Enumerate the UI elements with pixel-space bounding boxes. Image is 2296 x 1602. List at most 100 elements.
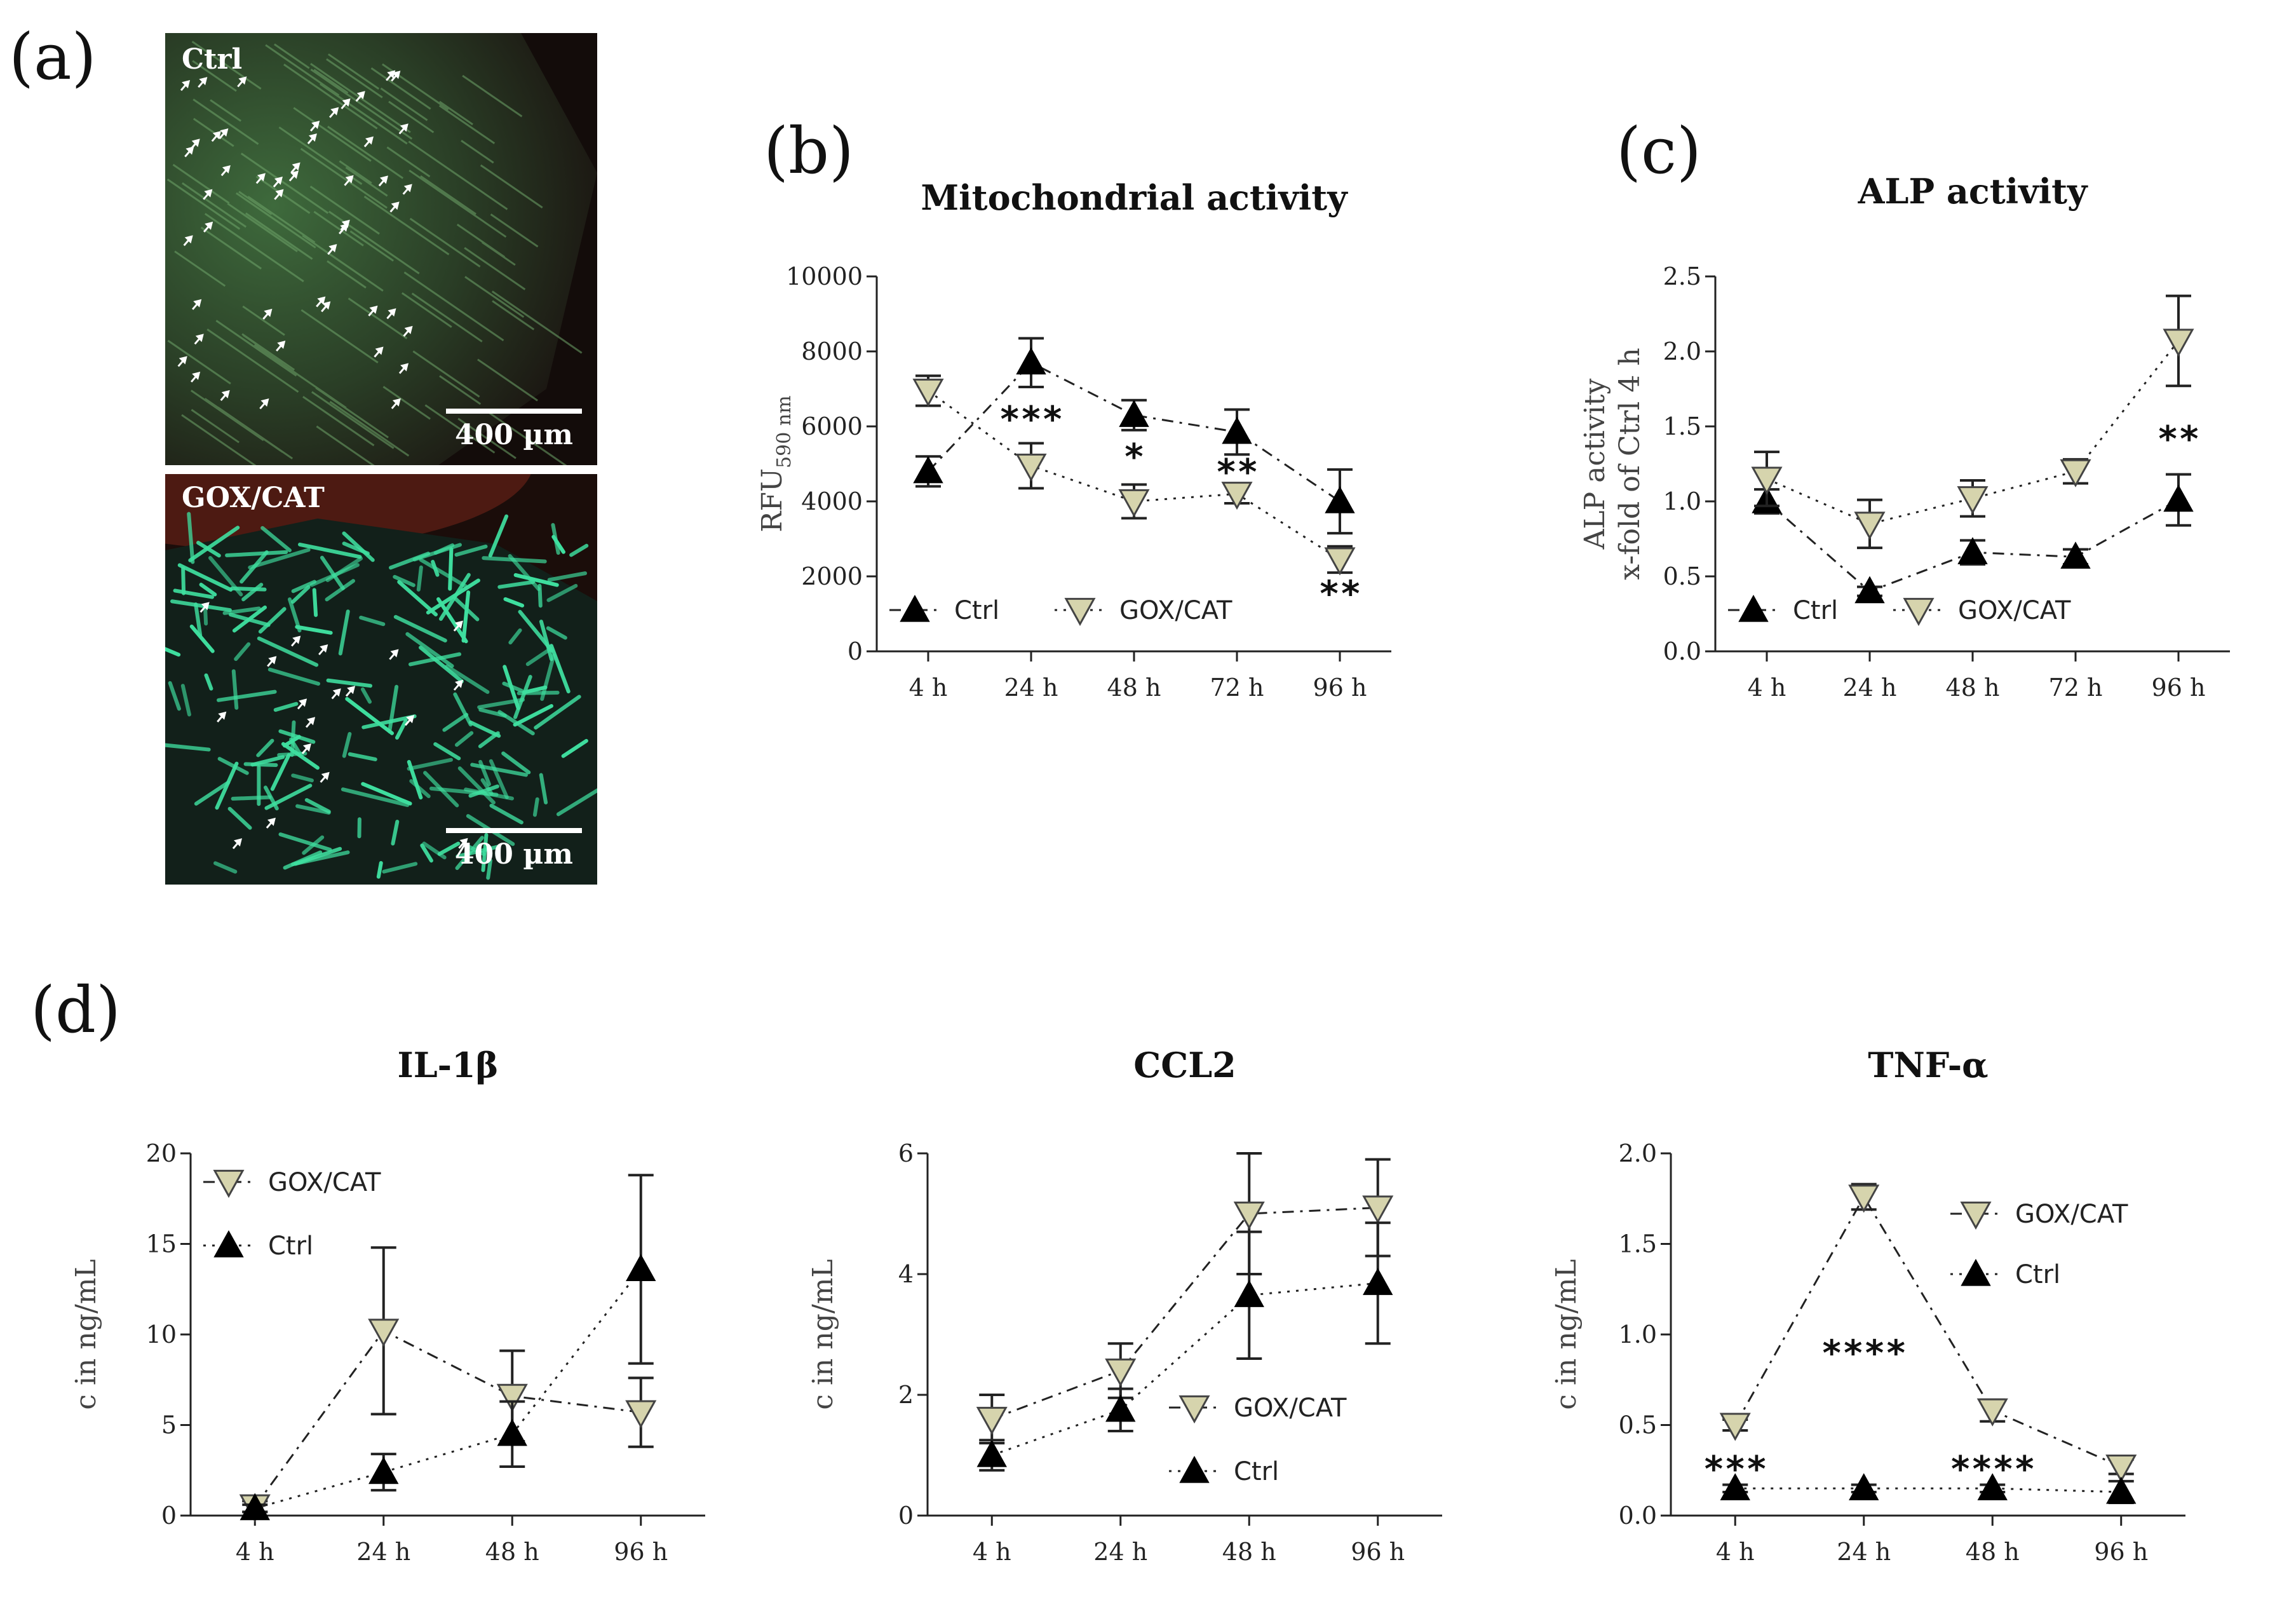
cell xyxy=(437,841,461,856)
cell xyxy=(416,565,423,592)
series-line xyxy=(991,1282,1378,1456)
fiber xyxy=(240,153,329,214)
cell xyxy=(199,583,217,597)
cell xyxy=(513,573,559,587)
cell xyxy=(508,628,522,645)
fiber xyxy=(182,182,247,228)
data-point xyxy=(240,1493,270,1521)
arrow-head xyxy=(218,711,227,720)
chart-title: Mitochondrial activity xyxy=(921,177,1348,218)
data-point xyxy=(1015,453,1047,482)
cell xyxy=(502,681,523,693)
y-tick-label: 2.0 xyxy=(1619,1139,1657,1167)
arrow-head xyxy=(332,688,341,697)
significance-mark: ** xyxy=(2157,419,2199,460)
cell xyxy=(547,571,588,582)
fiber xyxy=(181,414,257,465)
micrograph-ctrl-label: Ctrl xyxy=(182,43,243,76)
arrow-head xyxy=(322,301,331,310)
series-goxcat xyxy=(912,374,1356,576)
fiber xyxy=(191,409,240,444)
series-ctrl xyxy=(913,337,1355,535)
y-axis-label: c in ng/mL xyxy=(807,1259,839,1409)
x-tick-label: 4 h xyxy=(1748,674,1786,702)
data-point xyxy=(1976,1398,2008,1427)
cell xyxy=(503,597,525,608)
significance-mark: * xyxy=(1123,437,1145,478)
y-tick-label: 5 xyxy=(161,1411,177,1439)
arrow-head xyxy=(220,128,229,137)
data-point xyxy=(1325,485,1355,513)
fiber xyxy=(484,409,567,465)
fiber xyxy=(477,358,538,402)
cell xyxy=(241,583,264,602)
fiber xyxy=(328,53,380,90)
x-tick-label: 48 h xyxy=(1222,1538,1276,1566)
fiber xyxy=(382,386,431,420)
fiber xyxy=(327,125,404,179)
cell xyxy=(388,684,399,734)
y-tick-label: 4 xyxy=(898,1260,914,1288)
y-tick-label: 1.5 xyxy=(1619,1230,1657,1258)
data-point xyxy=(497,1418,527,1446)
cell xyxy=(556,788,597,817)
arrow-head xyxy=(379,175,388,184)
arrow-head xyxy=(328,244,337,253)
y-tick-label: 2 xyxy=(898,1381,914,1409)
chart-title: CCL2 xyxy=(1133,1045,1236,1085)
y-tick-label: 0 xyxy=(847,637,863,665)
fiber xyxy=(274,43,310,69)
cell xyxy=(478,731,500,749)
chart-title: ALP activity xyxy=(1858,171,2088,212)
arrow-head xyxy=(222,165,231,174)
x-tick-label: 24 h xyxy=(1004,674,1058,702)
chart-alp-activity: ALP activity 0.0 0.5 1.0 1.5 2.0 2.5 4 h 24 h 48 … xyxy=(1563,165,2274,841)
data-point xyxy=(1119,400,1149,427)
fiber xyxy=(166,179,241,230)
fiber xyxy=(388,100,435,133)
arrow-head xyxy=(292,635,301,644)
fiber xyxy=(300,147,388,209)
legend-item: GOX/CAT xyxy=(1893,596,2071,627)
fiber xyxy=(236,192,316,248)
arrow-head xyxy=(321,771,330,780)
cell xyxy=(486,859,492,880)
arrow-head xyxy=(267,817,276,826)
cell xyxy=(204,673,213,691)
fiber xyxy=(301,309,379,363)
x-tick-label: 4 h xyxy=(909,674,948,702)
fiber xyxy=(217,406,294,459)
arrow-head xyxy=(391,201,400,210)
fiber xyxy=(461,140,494,164)
cell xyxy=(180,684,191,717)
cell xyxy=(267,667,321,686)
fiber xyxy=(242,305,285,336)
cell xyxy=(225,550,288,557)
series-ctrl xyxy=(976,1221,1393,1472)
fiber xyxy=(464,247,526,290)
fiber xyxy=(412,350,480,398)
fiber xyxy=(420,175,476,215)
fiber xyxy=(192,98,259,145)
cell xyxy=(477,698,525,709)
legend-marker xyxy=(1903,597,1935,627)
y-tick-label: 0 xyxy=(898,1502,914,1530)
data-point xyxy=(496,1383,528,1412)
fiber xyxy=(241,333,295,371)
cell xyxy=(217,757,249,775)
cell xyxy=(325,579,356,602)
cell xyxy=(480,778,494,796)
cell xyxy=(222,606,261,615)
data-point xyxy=(1720,1473,1750,1500)
arrow-head xyxy=(277,341,286,350)
arrow-head xyxy=(459,838,468,846)
fiber xyxy=(174,250,226,287)
cell xyxy=(290,720,296,757)
cell xyxy=(470,763,528,777)
arrow-head xyxy=(290,170,299,179)
y-tick-label: 2.5 xyxy=(1663,262,1701,290)
fiber xyxy=(302,396,375,447)
cell xyxy=(230,587,267,592)
legend-label: GOX/CAT xyxy=(1958,596,2071,625)
x-tick-label: 48 h xyxy=(1966,1538,2020,1566)
